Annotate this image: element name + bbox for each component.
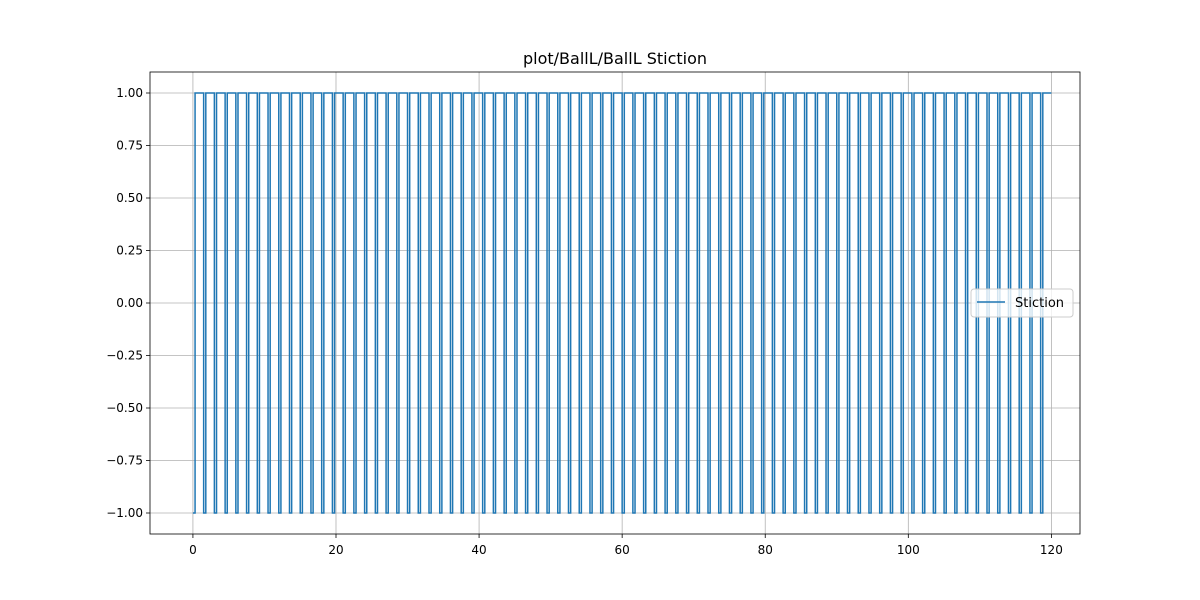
y-tick-label: −0.75 (106, 454, 143, 468)
y-tick-label: −0.50 (106, 401, 143, 415)
x-tick-label: 40 (471, 543, 486, 557)
y-tick-label: 0.50 (116, 191, 143, 205)
y-tick-label: 1.00 (116, 86, 143, 100)
legend-box (970, 288, 1074, 318)
x-axis: 0 20 40 60 80 100 120 (189, 534, 1063, 557)
x-tick-label: 0 (189, 543, 197, 557)
series-line-stiction (192, 92, 1052, 514)
y-tick-label: 0.75 (116, 139, 143, 153)
legend-label-stiction: Stiction (1015, 296, 1064, 311)
legend: Stiction (970, 288, 1074, 318)
x-tick-label: 120 (1040, 543, 1063, 557)
y-axis: −1.00 −0.75 −0.50 −0.25 0.00 0.25 0.50 0.75 1.00 (106, 86, 150, 520)
y-tick-label: −0.25 (106, 349, 143, 363)
y-tick-label: −1.00 (106, 506, 143, 520)
chart-title: plot/BallL/BallL Stiction (523, 49, 707, 68)
y-tick-label: 0.25 (116, 244, 143, 258)
x-tick-label: 60 (615, 543, 630, 557)
x-tick-label: 100 (897, 543, 920, 557)
x-tick-label: 20 (328, 543, 343, 557)
x-tick-label: 80 (758, 543, 773, 557)
y-tick-label: 0.00 (116, 296, 143, 310)
series-layer (192, 92, 1052, 514)
